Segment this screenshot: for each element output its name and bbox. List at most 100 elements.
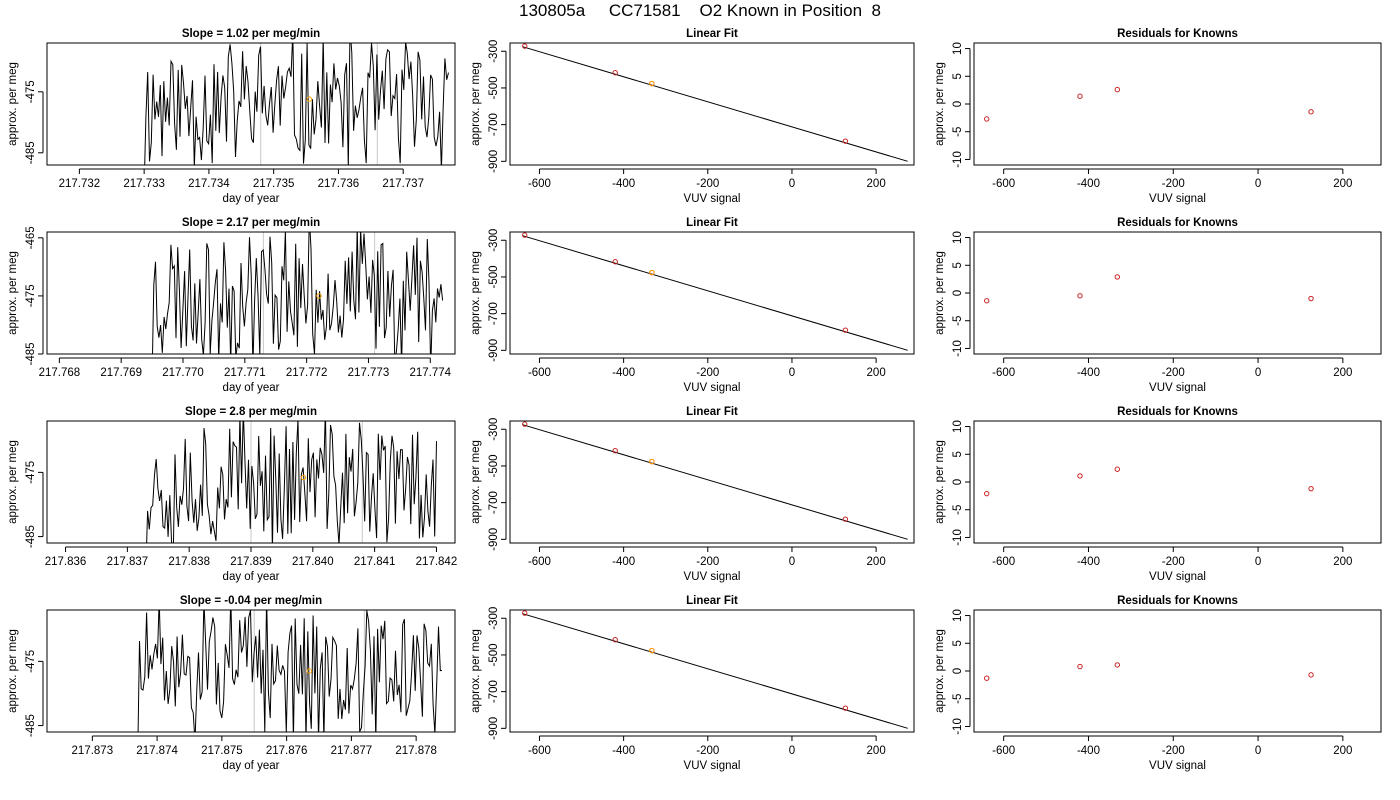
residuals-y-tick-label: 5 bbox=[952, 640, 964, 646]
residuals-x-tick-label: 200 bbox=[1333, 745, 1352, 757]
residuals-panel: Residuals for Knowns -600 -400 -200 0 200 VUV … bbox=[934, 406, 1382, 583]
residuals-title: Residuals for Knowns bbox=[1117, 406, 1238, 418]
residual-point bbox=[1077, 663, 1083, 670]
residual-point bbox=[1114, 274, 1120, 280]
time-series-x-tick-label: 217.837 bbox=[107, 556, 149, 568]
residuals-x-tick-label: -200 bbox=[1162, 556, 1185, 568]
time-series-x-tick-label: 217.732 bbox=[59, 178, 101, 190]
time-series-panel: Slope = 2.8 per meg/min 217.836 217.837 217… bbox=[7, 406, 457, 583]
linear-fit-x-tick-label: 0 bbox=[789, 178, 795, 190]
linear-fit-title: Linear Fit bbox=[686, 217, 738, 229]
time-series-x-tick-label: 217.839 bbox=[230, 556, 272, 568]
linear-fit-y-tick-label: -300 bbox=[488, 229, 500, 252]
residual-point bbox=[1308, 109, 1314, 115]
linear-fit-panel: Linear Fit -600 -400 -200 0 200 VUV signal -300… bbox=[470, 406, 915, 583]
sample-mean-point bbox=[300, 474, 307, 481]
time-series-x-tick-label: 217.768 bbox=[39, 367, 81, 379]
residual-point bbox=[1077, 293, 1083, 299]
linear-fit-y-tick-label: -700 bbox=[488, 680, 500, 703]
residuals-x-axis-label: VUV signal bbox=[1149, 382, 1206, 394]
known-point bbox=[612, 448, 618, 454]
fit-line bbox=[522, 46, 908, 162]
time-series-x-axis-label: day of year bbox=[223, 571, 280, 583]
linear-fit-x-tick-label: 0 bbox=[789, 556, 795, 568]
residuals-y-tick-label: 10 bbox=[952, 609, 964, 622]
residuals-x-tick-label: 0 bbox=[1255, 367, 1261, 379]
time-series-x-tick-label: 217.841 bbox=[354, 556, 396, 568]
residual-point bbox=[984, 298, 990, 304]
linear-fit-x-tick-label: -400 bbox=[612, 556, 635, 568]
linear-fit-x-tick-label: 200 bbox=[867, 745, 886, 757]
residuals-y-tick-label: 0 bbox=[952, 479, 964, 485]
residuals-title: Residuals for Knowns bbox=[1117, 595, 1238, 607]
linear-fit-x-tick-label: -600 bbox=[528, 745, 551, 757]
linear-fit-y-tick-label: -900 bbox=[488, 528, 500, 551]
plot-frame bbox=[973, 609, 1382, 733]
residuals-x-tick-label: -400 bbox=[1077, 367, 1100, 379]
linear-fit-y-tick-label: -300 bbox=[488, 40, 500, 63]
time-series-x-tick-label: 217.734 bbox=[188, 178, 230, 190]
time-series-x-tick-label: 217.774 bbox=[409, 367, 451, 379]
time-series-x-tick-label: 217.772 bbox=[286, 367, 328, 379]
linear-fit-x-tick-label: -200 bbox=[696, 367, 719, 379]
linear-fit-panel: Linear Fit -600 -400 -200 0 200 VUV signal -300… bbox=[470, 595, 915, 772]
residuals-y-tick-label: 0 bbox=[952, 668, 964, 674]
known-point bbox=[612, 70, 618, 76]
residuals-x-tick-label: 200 bbox=[1333, 178, 1352, 190]
signal-trace bbox=[146, 421, 437, 543]
linear-fit-y-axis-label: approx. per meg bbox=[470, 251, 482, 335]
time-series-y-tick-label: -485 bbox=[25, 342, 37, 365]
residuals-y-tick-label: 5 bbox=[952, 73, 964, 79]
residuals-panel: Residuals for Knowns -600 -400 -200 0 200 VUV … bbox=[934, 28, 1382, 205]
linear-fit-title: Linear Fit bbox=[686, 28, 738, 40]
linear-fit-x-tick-label: -400 bbox=[612, 745, 635, 757]
current-sample-point bbox=[649, 647, 655, 654]
time-series-x-tick-label: 217.737 bbox=[382, 178, 424, 190]
residual-point bbox=[1077, 473, 1083, 479]
plot-frame bbox=[46, 42, 456, 166]
linear-fit-y-axis-label: approx. per meg bbox=[470, 62, 482, 146]
linear-fit-x-tick-label: 0 bbox=[789, 745, 795, 757]
plot-frame bbox=[973, 231, 1382, 355]
residuals-y-tick-label: 10 bbox=[952, 231, 964, 244]
linear-fit-x-axis-label: VUV signal bbox=[684, 193, 741, 205]
residuals-title: Residuals for Knowns bbox=[1117, 28, 1238, 40]
residuals-x-tick-label: 200 bbox=[1333, 367, 1352, 379]
residual-point bbox=[984, 116, 990, 122]
residuals-x-tick-label: -200 bbox=[1162, 367, 1185, 379]
time-series-x-tick-label: 217.773 bbox=[348, 367, 390, 379]
plot-frame bbox=[509, 609, 915, 733]
residual-point bbox=[984, 675, 990, 681]
known-point bbox=[522, 421, 528, 427]
residuals-y-axis-label: approx. per meg bbox=[934, 251, 946, 335]
residuals-x-tick-label: 0 bbox=[1255, 178, 1261, 190]
time-series-x-tick-label: 217.873 bbox=[72, 745, 114, 757]
time-series-x-tick-label: 217.842 bbox=[416, 556, 458, 568]
residuals-y-tick-label: -5 bbox=[952, 505, 964, 515]
plot-frame bbox=[973, 420, 1382, 544]
time-series-y-tick-label: -475 bbox=[25, 461, 37, 484]
residuals-y-tick-label: 5 bbox=[952, 262, 964, 268]
time-series-x-tick-label: 217.736 bbox=[318, 178, 360, 190]
residuals-x-tick-label: -600 bbox=[992, 178, 1015, 190]
slope-title: Slope = 2.17 per meg/min bbox=[182, 217, 320, 229]
time-series-x-tick-label: 217.836 bbox=[45, 556, 87, 568]
known-point bbox=[612, 637, 618, 643]
residuals-x-tick-label: 200 bbox=[1333, 556, 1352, 568]
time-series-y-tick-label: -475 bbox=[25, 284, 37, 307]
linear-fit-x-axis-label: VUV signal bbox=[684, 571, 741, 583]
linear-fit-x-tick-label: -600 bbox=[528, 556, 551, 568]
residuals-y-tick-label: -10 bbox=[952, 529, 964, 546]
residuals-x-tick-label: 0 bbox=[1255, 745, 1261, 757]
plot-frame bbox=[46, 609, 456, 733]
known-point bbox=[842, 705, 849, 711]
time-series-y-tick-label: -475 bbox=[25, 650, 37, 673]
residuals-y-tick-label: 0 bbox=[952, 101, 964, 107]
linear-fit-title: Linear Fit bbox=[686, 595, 738, 607]
plot-frame bbox=[509, 231, 915, 355]
residuals-y-tick-label: 5 bbox=[952, 451, 964, 457]
plot-frame bbox=[509, 42, 915, 166]
slope-title: Slope = 1.02 per meg/min bbox=[182, 28, 320, 40]
residuals-x-tick-label: 0 bbox=[1255, 556, 1261, 568]
time-series-x-tick-label: 217.771 bbox=[224, 367, 266, 379]
